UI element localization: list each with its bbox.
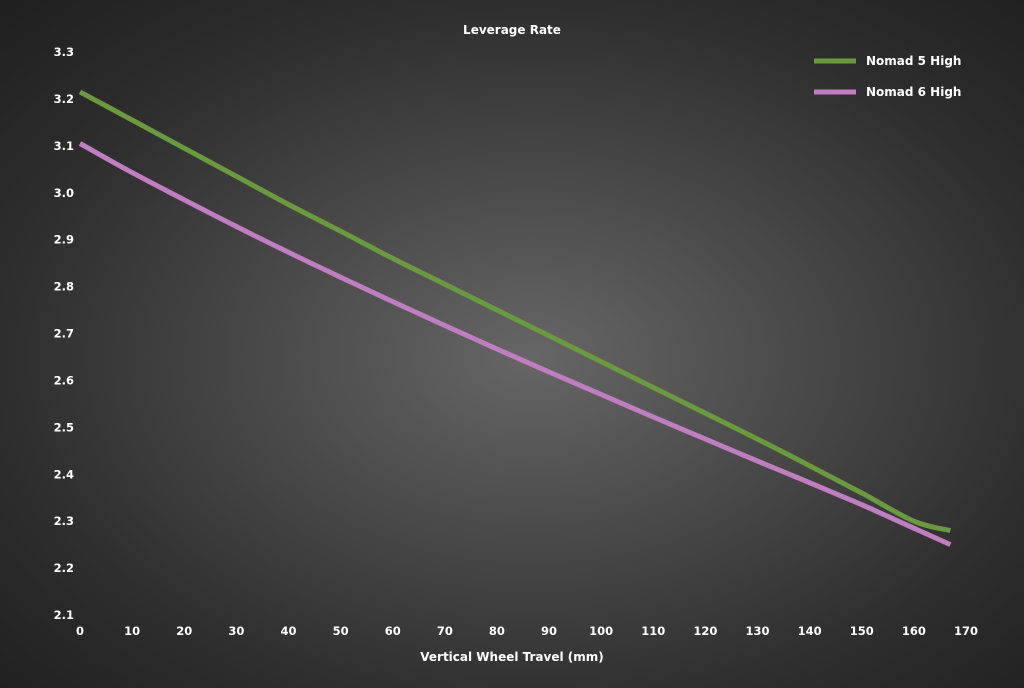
y-tick-label: 2.9 — [54, 233, 74, 247]
x-tick-label: 70 — [437, 624, 453, 638]
x-tick-label: 40 — [280, 624, 296, 638]
x-tick-label: 30 — [228, 624, 244, 638]
x-tick-label: 150 — [850, 624, 874, 638]
x-tick-label: 170 — [954, 624, 978, 638]
x-axis-label: Vertical Wheel Travel (mm) — [420, 650, 604, 664]
y-tick-label: 3.0 — [54, 186, 74, 200]
y-tick-label: 3.2 — [54, 92, 74, 106]
series-line-nomad-5-high — [78, 89, 952, 534]
y-tick-label: 2.8 — [54, 280, 74, 294]
x-tick-label: 120 — [693, 624, 717, 638]
x-tick-label: 60 — [385, 624, 401, 638]
y-tick-label: 2.3 — [54, 514, 74, 528]
y-tick-label: 2.7 — [54, 327, 74, 341]
x-tick-label: 80 — [489, 624, 505, 638]
x-tick-label: 0 — [76, 624, 84, 638]
x-tick-label: 100 — [589, 624, 613, 638]
x-tick-label: 50 — [333, 624, 349, 638]
y-tick-label: 2.6 — [54, 373, 74, 387]
x-tick-label: 140 — [798, 624, 822, 638]
y-axis-ticks: 2.1 2.2 2.3 2.4 2.5 2.6 2.7 2.8 2.9 3.0 3.1 3.2 3.3 — [54, 45, 74, 622]
y-tick-label: 2.1 — [54, 608, 74, 622]
legend: Nomad 5 High Nomad 6 High — [814, 54, 961, 99]
x-tick-label: 160 — [902, 624, 926, 638]
y-tick-label: 2.2 — [54, 561, 74, 575]
x-tick-label: 110 — [641, 624, 665, 638]
legend-label: Nomad 6 High — [866, 85, 961, 99]
x-tick-label: 130 — [746, 624, 770, 638]
y-tick-label: 2.4 — [54, 467, 74, 481]
x-axis-ticks: 0 10 20 30 40 50 60 70 80 90 100 110 120 130 140 150 160… — [76, 624, 978, 638]
x-tick-label: 90 — [541, 624, 557, 638]
series-lines — [78, 89, 952, 547]
chart-title: Leverage Rate — [463, 23, 561, 37]
x-tick-label: 20 — [176, 624, 192, 638]
y-tick-label: 3.3 — [54, 45, 74, 59]
y-tick-label: 2.5 — [54, 420, 74, 434]
y-tick-label: 3.1 — [54, 139, 74, 153]
legend-label: Nomad 5 High — [866, 54, 961, 68]
x-tick-label: 10 — [124, 624, 140, 638]
series-line-nomad-6-high — [78, 141, 952, 547]
